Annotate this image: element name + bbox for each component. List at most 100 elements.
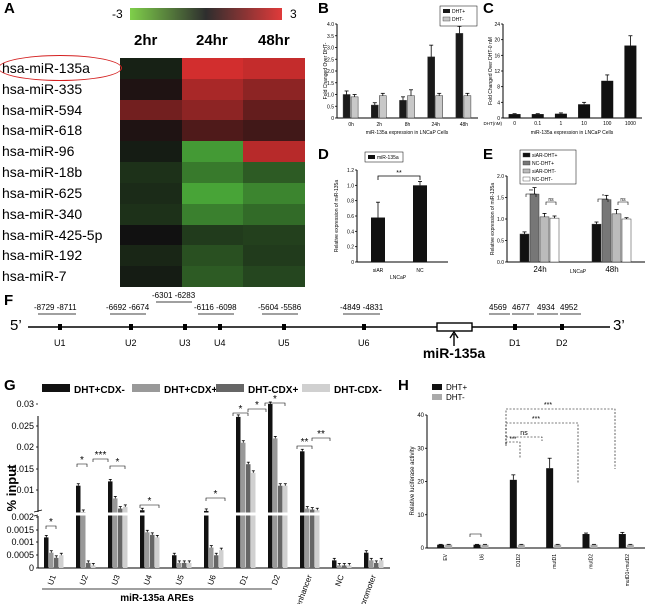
dashed-bracket bbox=[505, 441, 521, 458]
heatmap-row-label: hsa-miR-594 bbox=[2, 101, 83, 118]
bar-DHT-CDX- bbox=[315, 510, 320, 568]
heatmap-row-label: hsa-miR-618 bbox=[2, 122, 83, 139]
significance-bracket bbox=[139, 504, 160, 508]
bar-dht bbox=[508, 114, 521, 118]
heatmap-panel: -3 3 2hr 24hr 48hr hsa-miR-135a hsa-miR-335… bbox=[0, 0, 320, 290]
x-axis-title: LNCaP bbox=[570, 269, 587, 275]
legend-swatch bbox=[42, 384, 70, 392]
bar-DHT+ bbox=[437, 544, 445, 548]
heatmap-cell bbox=[120, 58, 183, 80]
significance-label: ** bbox=[529, 189, 533, 195]
bar-DHT-CDX+ bbox=[118, 508, 123, 568]
x-tick-label: 48h bbox=[460, 122, 469, 128]
significance-bracket bbox=[597, 198, 609, 202]
bar-DHT- bbox=[590, 544, 598, 548]
bar-DHT-CDX- bbox=[251, 472, 256, 568]
bar-DHT-CDX+ bbox=[374, 562, 379, 568]
site-marker bbox=[513, 324, 517, 330]
legend-label: miR-135a bbox=[377, 155, 399, 161]
heatmap-cell bbox=[243, 58, 306, 80]
site-label: U2 bbox=[125, 338, 137, 348]
y-tick-label: 0.025 bbox=[11, 421, 34, 431]
bar-DHT-CDX- bbox=[347, 565, 352, 568]
bar-DHT+CDX+ bbox=[177, 562, 182, 568]
x-axis-title: miR-135a AREs bbox=[120, 593, 194, 604]
three-prime-label: 3’ bbox=[613, 317, 625, 334]
legend-swatch bbox=[443, 9, 450, 13]
bar-DHT+CDX+ bbox=[369, 560, 374, 568]
site-marker bbox=[129, 324, 133, 330]
legend-swatch bbox=[432, 394, 442, 400]
significance-bracket bbox=[296, 445, 313, 449]
panel-label-c: C bbox=[483, 0, 494, 17]
panel-label-a: A bbox=[4, 0, 15, 17]
y-tick-label: 2.0 bbox=[327, 69, 334, 75]
bar-dht bbox=[578, 104, 591, 118]
bar-DHT-CDX+ bbox=[150, 534, 155, 568]
heatmap-cell bbox=[181, 99, 244, 121]
bar-DHT+CDX- bbox=[364, 552, 369, 568]
y-tick-label: 12 bbox=[494, 69, 500, 75]
bar-DHT+CDX- bbox=[300, 451, 305, 568]
bar-DHT+CDX- bbox=[76, 485, 81, 568]
bar-siAR-DHT+ bbox=[519, 233, 530, 263]
y-tick-label: 16 bbox=[494, 53, 500, 59]
heatmap-cell bbox=[243, 99, 306, 121]
x-tick-label: mutD1 bbox=[552, 554, 558, 569]
bar-mir135a bbox=[371, 217, 385, 262]
significance-label: ns bbox=[520, 430, 528, 437]
x-tick-label: U4 bbox=[142, 573, 154, 586]
bar-DHT-CDX- bbox=[379, 560, 384, 568]
significance-bracket bbox=[311, 437, 331, 441]
scale-max-label: 3 bbox=[290, 7, 297, 21]
x-tick-label: mutD2 bbox=[589, 554, 595, 569]
x-tick-label: D2 bbox=[270, 573, 282, 586]
heatmap-column-48hr: 48hr bbox=[258, 32, 290, 49]
y-tick-label: 1.2 bbox=[347, 168, 354, 174]
x-tick-label: U2 bbox=[78, 573, 90, 586]
heatmap-cell bbox=[120, 78, 183, 101]
bar-DHT+CDX+ bbox=[49, 552, 54, 568]
y-tick-label: 10 bbox=[417, 513, 424, 519]
bar-DHT+CDX- bbox=[140, 510, 145, 568]
legend-label: DHT-CDX+ bbox=[248, 385, 298, 396]
legend-swatch bbox=[522, 152, 531, 158]
bar-DHT+CDX- bbox=[268, 404, 273, 568]
bar-DHT+ bbox=[427, 56, 435, 119]
x-tick-label: EV bbox=[443, 553, 449, 560]
bar-DHT+CDX+ bbox=[273, 438, 278, 568]
significance-label: * bbox=[116, 457, 120, 468]
bar-DHT-CDX+ bbox=[278, 485, 283, 568]
bar-DHT-CDX+ bbox=[310, 509, 315, 568]
y-tick-label: 0 bbox=[351, 260, 354, 266]
heatmap-cell bbox=[181, 182, 244, 205]
x-tick-label: 48h bbox=[605, 265, 618, 274]
significance-label: * bbox=[49, 517, 53, 528]
bar-mir135a bbox=[413, 185, 427, 262]
y-tick-label: 0.8 bbox=[347, 199, 354, 205]
axis-break-mark bbox=[33, 509, 43, 513]
bar-DHT+CDX- bbox=[44, 537, 49, 568]
legend-label: DHT- bbox=[452, 17, 464, 23]
y-axis-title: Relative expression of miR-135a bbox=[334, 180, 340, 252]
y-tick-label: 0.0015 bbox=[6, 525, 34, 535]
y-tick-label: 0.0 bbox=[497, 260, 504, 266]
bar-NC-DHT- bbox=[549, 217, 560, 263]
y-tick-label: 0 bbox=[331, 116, 334, 122]
position-label: -6301 -6283 bbox=[152, 291, 196, 300]
site-marker bbox=[282, 324, 286, 330]
legend-label: NC-DHT+ bbox=[532, 161, 554, 167]
bar-DHT+CDX+ bbox=[113, 498, 118, 568]
y-tick-label: 0 bbox=[497, 116, 500, 122]
bar-DHT+CDX- bbox=[236, 416, 241, 568]
bar-DHT+CDX- bbox=[108, 481, 113, 568]
y-tick-label: 0.5 bbox=[497, 239, 504, 245]
x-tick-label: 2h bbox=[377, 122, 383, 128]
heatmap-cell bbox=[181, 141, 244, 163]
bar-DHT-CDX- bbox=[283, 485, 288, 568]
heatmap-cell bbox=[120, 266, 183, 288]
x-tick-label: 8h bbox=[405, 122, 411, 128]
heatmap-cell bbox=[243, 224, 306, 246]
x-tick-label: NC bbox=[416, 268, 424, 274]
